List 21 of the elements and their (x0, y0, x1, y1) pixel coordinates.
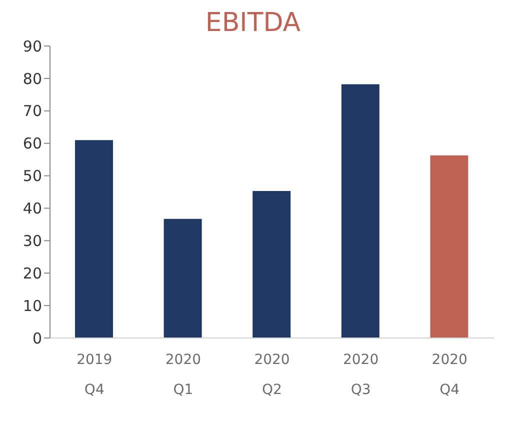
bar (430, 155, 468, 338)
y-tick-label: 30 (22, 232, 42, 250)
bar (75, 140, 113, 338)
x-tick-label: 2020 Q1 (165, 352, 202, 398)
bar (252, 191, 291, 338)
x-tick-label: 2019 Q4 (76, 352, 112, 398)
y-tick-label: 90 (22, 37, 42, 56)
x-tick-label: 2020 Q4 (432, 352, 468, 398)
bar (164, 218, 202, 338)
y-tick-label: 80 (22, 70, 42, 88)
y-tick-label: 10 (22, 296, 42, 315)
y-tick-label: 40 (22, 200, 42, 218)
y-tick-label: 20 (22, 264, 42, 282)
x-tick-label: 2020 Q2 (254, 352, 290, 398)
chart-title: EBITDA (204, 8, 302, 38)
y-tick-label: 50 (22, 167, 42, 186)
x-tick-label: 2020 Q3 (342, 352, 379, 398)
y-tick-label: 60 (22, 134, 42, 153)
y-tick-label: 0 (32, 329, 42, 348)
y-tick-label: 70 (22, 102, 42, 120)
bar (341, 84, 380, 338)
